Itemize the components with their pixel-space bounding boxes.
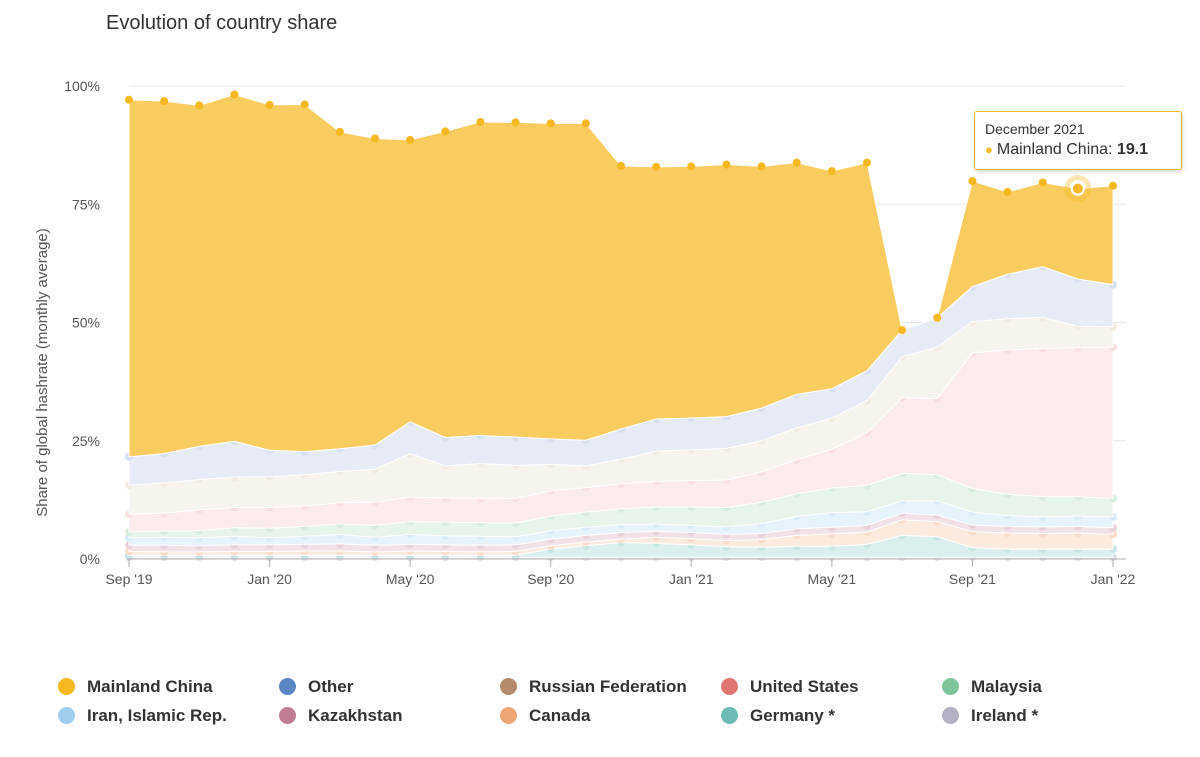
legend-label: Malaysia (971, 676, 1042, 696)
tooltip-body: ● Mainland China: 19.1 (985, 141, 1149, 158)
x-tick-label: Jan '20 (247, 571, 292, 587)
legend-label: Ireland * (971, 705, 1039, 725)
legend-item[interactable]: United States (721, 677, 942, 697)
data-point (441, 127, 450, 136)
legend-label: Canada (529, 705, 591, 725)
x-tick-label: Sep '20 (527, 571, 574, 587)
legend-dot-icon (942, 678, 959, 695)
x-tick-label: Sep '21 (949, 571, 996, 587)
y-tick-label: 50% (72, 315, 100, 331)
legend-dot-icon (279, 707, 296, 724)
legend-label: Other (308, 676, 354, 696)
data-point (827, 167, 836, 176)
y-tick-label: 100% (64, 78, 100, 94)
legend-item[interactable]: Kazakhstan (279, 706, 500, 726)
data-point (1070, 181, 1085, 196)
legend-row: Iran, Islamic Rep. Kazakhstan Canada German… (58, 701, 1178, 730)
data-point (160, 97, 169, 106)
legend-item[interactable]: Other (279, 677, 500, 697)
data-point (125, 95, 133, 104)
chart-plot[interactable]: 0% 25% 50% 75% 100% Share of global hashrate … (0, 0, 1200, 660)
data-point (406, 135, 415, 144)
legend-dot-icon (58, 678, 75, 695)
data-point (476, 117, 485, 126)
data-point (265, 100, 274, 109)
legend-item[interactable]: Ireland * (942, 706, 1163, 726)
data-point (195, 101, 204, 110)
x-tick-label: Jan '21 (669, 571, 714, 587)
legend-dot-icon (58, 707, 75, 724)
chart-title: Evolution of country share (106, 12, 338, 34)
legend-row: Mainland China Other Russian Federation Uni… (58, 672, 1178, 701)
tooltip-title: December 2021 (985, 121, 1085, 137)
data-point (335, 127, 344, 136)
hover-halo (1064, 175, 1092, 203)
tooltip-series: Mainland China (996, 141, 1109, 158)
legend-item[interactable]: Germany * (721, 706, 942, 726)
legend-label: United States (750, 676, 859, 696)
data-point (933, 313, 942, 322)
legend-item[interactable]: Iran, Islamic Rep. (58, 706, 279, 726)
legend-dot-icon (721, 707, 738, 724)
data-point (230, 90, 239, 99)
legend-dot-icon (942, 707, 959, 724)
data-point (652, 162, 661, 171)
legend-label: Mainland China (87, 676, 213, 696)
y-tick-label: 0% (80, 551, 100, 567)
data-point (1038, 178, 1047, 187)
chart-legend: Mainland China Other Russian Federation Uni… (58, 672, 1178, 730)
legend-item[interactable]: Malaysia (942, 677, 1163, 697)
data-point (300, 100, 309, 109)
data-point (863, 158, 871, 167)
x-tick-label: May '21 (808, 571, 857, 587)
legend-item[interactable]: Canada (500, 706, 721, 726)
y-axis-title: Share of global hashrate (monthly averag… (34, 228, 51, 517)
data-point (898, 326, 907, 335)
data-point (687, 162, 696, 171)
data-point (581, 119, 590, 128)
area-mainland-china (128, 93, 1114, 458)
data-point (722, 160, 731, 169)
data-point (968, 177, 977, 186)
legend-label: Iran, Islamic Rep. (87, 705, 227, 725)
data-point (546, 119, 555, 128)
legend-label: Russian Federation (529, 676, 687, 696)
legend-item[interactable]: Mainland China (58, 677, 279, 697)
tooltip-dot-icon: ● (985, 142, 993, 157)
chart-tooltip: December 2021 ● Mainland China: 19.1 (974, 111, 1182, 170)
data-point (792, 158, 801, 167)
legend-dot-icon (279, 678, 296, 695)
data-point (1003, 187, 1012, 196)
data-point (1109, 181, 1117, 190)
legend-dot-icon (500, 678, 517, 695)
legend-item[interactable]: Russian Federation (500, 677, 721, 697)
data-point (511, 118, 520, 127)
legend-label: Germany * (750, 705, 836, 725)
data-point (617, 161, 625, 170)
x-tick-label: Jan '22 (1091, 571, 1136, 587)
legend-dot-icon (721, 678, 738, 695)
legend-label: Kazakhstan (308, 705, 403, 725)
legend-dot-icon (500, 707, 517, 724)
y-tick-label: 75% (72, 196, 100, 212)
y-tick-label: 25% (72, 433, 100, 449)
x-tick-label: May '20 (386, 571, 435, 587)
data-point (757, 162, 766, 171)
data-point (371, 134, 379, 143)
x-tick-label: Sep '19 (105, 571, 152, 587)
tooltip-value: 19.1 (1116, 141, 1149, 158)
